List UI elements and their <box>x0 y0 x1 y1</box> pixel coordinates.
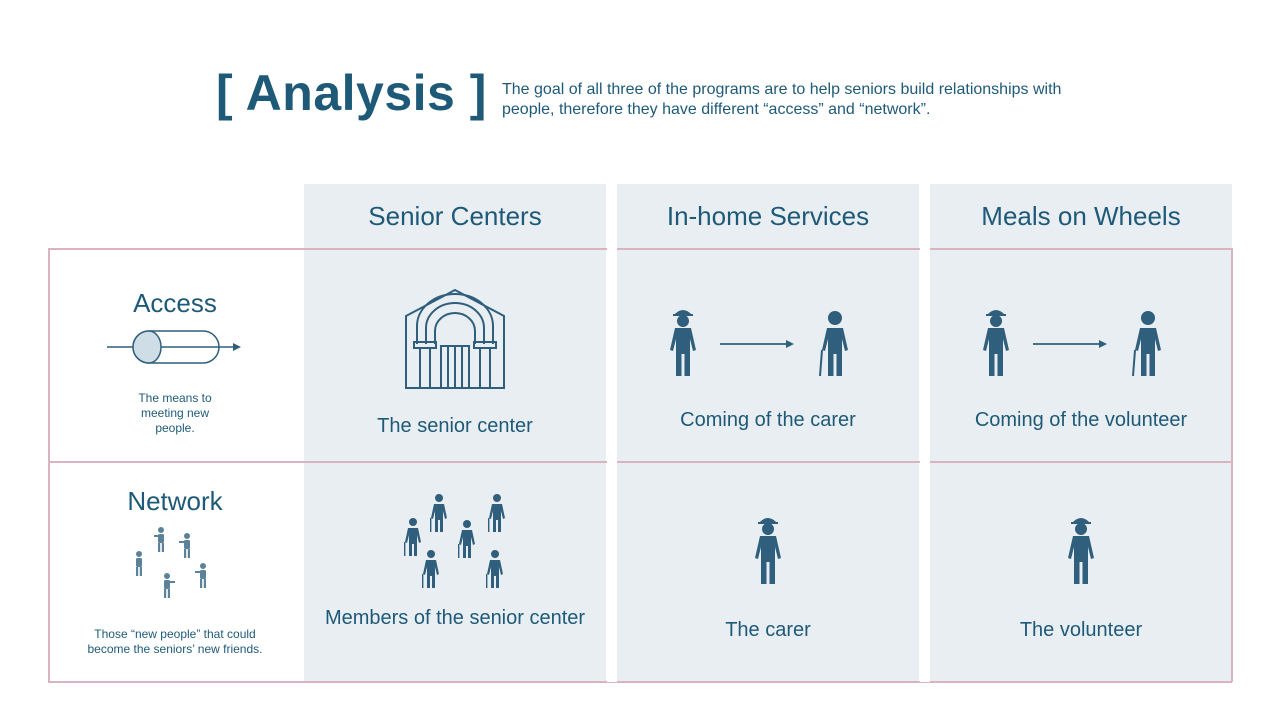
cell-label-the-volunteer: The volunteer <box>1019 619 1143 641</box>
people-group-icon <box>136 527 206 598</box>
person-icon <box>755 518 781 584</box>
row-header-access: Access The means to meeting new people. <box>50 288 300 436</box>
cell-access-senior-centers: The senior center <box>304 288 606 440</box>
cell-label-the-carer: The carer <box>725 619 811 641</box>
grid-line-right <box>1231 248 1233 682</box>
row-title-network: Network <box>127 486 223 516</box>
grid-line-top <box>48 248 1232 250</box>
elder-icon <box>1132 311 1161 377</box>
column-bg-in-home-services <box>617 184 919 682</box>
cell-label-members-of-the-senior-center: Members of the senior center <box>324 607 586 629</box>
column-separator-2 <box>920 248 930 682</box>
row-description-network: Those “new people” that could become the… <box>87 627 263 656</box>
cell-access-in-home-services: Coming of the carer <box>617 306 919 434</box>
column-header-in-home-services: In-home Services <box>666 200 870 231</box>
column-bg-meals-on-wheels <box>930 184 1232 682</box>
arrow-right-icon <box>720 340 794 348</box>
volunteer-arrow-elder-icon <box>983 310 1161 377</box>
pill-capsule-icon <box>107 330 241 364</box>
building-icon <box>405 288 505 389</box>
grid-line-middle <box>48 461 1232 463</box>
column-header-senior-centers: Senior Centers <box>368 200 542 231</box>
arrow-right-icon <box>1033 340 1107 348</box>
column-header-meals-on-wheels: Meals on Wheels <box>981 200 1181 231</box>
row-title-access: Access <box>133 288 217 318</box>
cell-label-coming-of-the-carer: Coming of the carer <box>680 409 856 431</box>
row-description-access: The means to meeting new people. <box>138 391 212 435</box>
cell-label-the-senior-center: The senior center <box>377 415 533 437</box>
person-icon <box>983 310 1009 376</box>
carer-arrow-elder-icon <box>670 310 848 377</box>
column-separator-1 <box>607 248 617 682</box>
row-header-network: Network Those “new people” that could be… <box>50 486 300 657</box>
cell-label-coming-of-the-volunteer: Coming of the volunteer <box>974 409 1188 431</box>
grid-line-left <box>48 248 50 682</box>
column-bg-senior-centers <box>304 184 606 682</box>
grid-line-bottom <box>48 681 1232 683</box>
page-description: The goal of all three of the programs ar… <box>502 81 1062 118</box>
person-icon <box>1068 518 1094 584</box>
person-icon <box>670 310 696 376</box>
page-title: [ Analysis ] <box>216 65 487 121</box>
crowd-icon <box>404 494 505 588</box>
cell-access-meals-on-wheels: Coming of the volunteer <box>930 306 1232 434</box>
cell-network-in-home-services: The carer <box>617 514 919 644</box>
elder-icon <box>819 311 848 377</box>
cell-network-senior-centers: Members of the senior center <box>304 492 606 632</box>
cell-network-meals-on-wheels: The volunteer <box>930 514 1232 644</box>
